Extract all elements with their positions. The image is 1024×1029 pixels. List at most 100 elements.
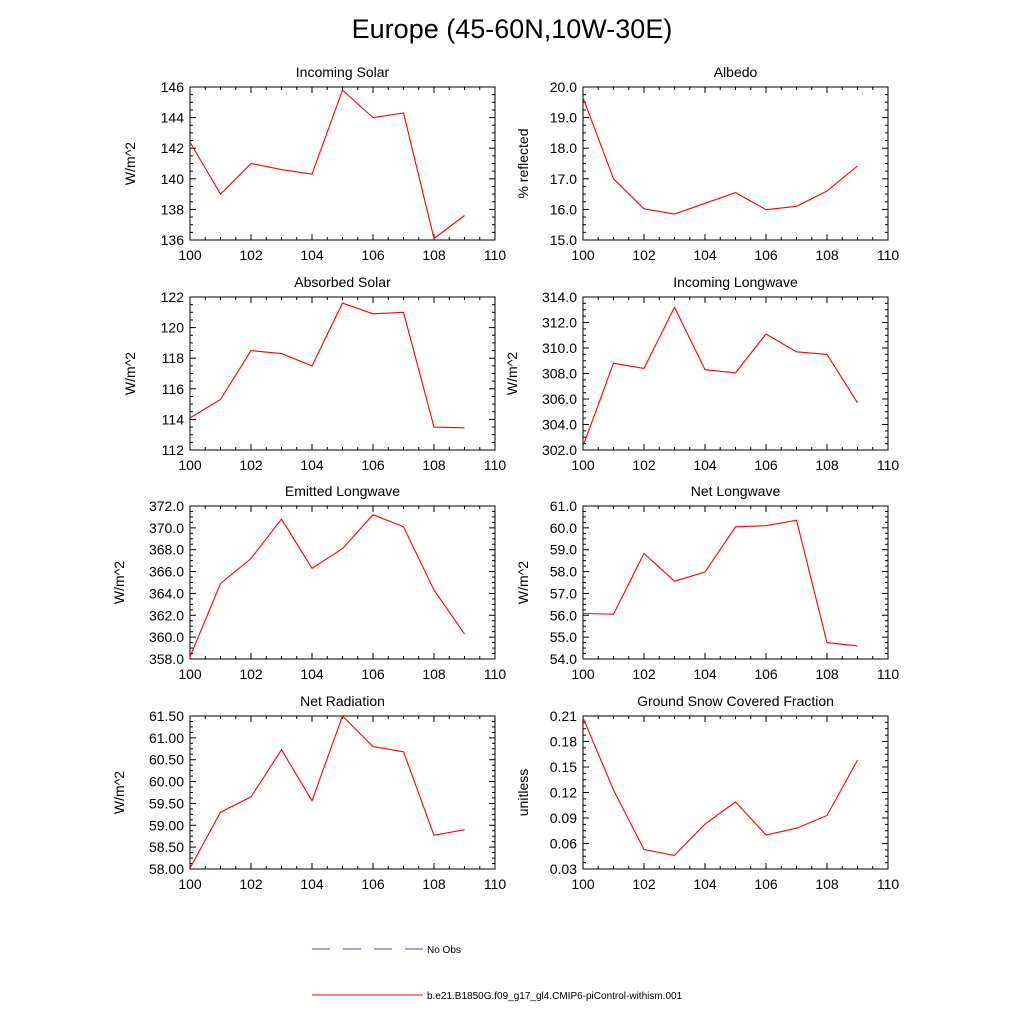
y-axis-label: W/m^2 bbox=[515, 561, 531, 604]
x-tick-label: 102 bbox=[239, 457, 263, 473]
y-axis-label: W/m^2 bbox=[504, 352, 520, 395]
y-tick-label: 0.21 bbox=[550, 708, 577, 724]
x-tick-label: 104 bbox=[693, 247, 717, 263]
panel-7: Net Radiation 100 102 104 106 108 110 58.00 58.5… bbox=[111, 693, 506, 892]
x-tick-label: 108 bbox=[422, 457, 446, 473]
y-tick-label: 54.0 bbox=[550, 651, 577, 667]
panel-2: Albedo 100 102 104 106 108 110 15.0 16.0 17.0 18.0… bbox=[515, 64, 899, 263]
y-tick-label: 142 bbox=[161, 140, 185, 156]
y-tick-label: 120 bbox=[161, 320, 185, 336]
panel-title: Absorbed Solar bbox=[294, 274, 391, 290]
x-tick-label: 100 bbox=[571, 876, 595, 892]
x-tick-label: 110 bbox=[484, 457, 507, 473]
y-tick-label: 60.00 bbox=[149, 774, 184, 790]
x-tick-label: 104 bbox=[693, 666, 717, 682]
x-tick-label: 106 bbox=[754, 457, 778, 473]
x-tick-label: 110 bbox=[877, 457, 900, 473]
x-tick-label: 106 bbox=[754, 666, 778, 682]
panel-title: Incoming Solar bbox=[296, 64, 390, 80]
x-tick-label: 106 bbox=[361, 457, 385, 473]
series-line bbox=[189, 714, 465, 869]
y-tick-label: 57.0 bbox=[550, 585, 577, 601]
y-tick-label: 61.50 bbox=[149, 708, 184, 724]
series-line bbox=[189, 302, 465, 429]
x-tick-label: 104 bbox=[693, 876, 717, 892]
x-tick-label: 106 bbox=[361, 247, 385, 263]
panel-6: Net Longwave 100 102 104 106 108 110 54.0 55.0 56… bbox=[515, 483, 899, 682]
y-tick-label: 59.00 bbox=[149, 817, 184, 833]
y-axis-label: W/m^2 bbox=[111, 771, 127, 814]
x-tick-label: 108 bbox=[815, 457, 839, 473]
y-tick-label: 138 bbox=[161, 201, 185, 217]
x-tick-label: 100 bbox=[178, 247, 202, 263]
x-tick-label: 104 bbox=[300, 666, 324, 682]
x-tick-label: 104 bbox=[300, 457, 324, 473]
x-tick-label: 108 bbox=[815, 876, 839, 892]
y-axis-label: W/m^2 bbox=[122, 142, 138, 185]
y-tick-label: 366.0 bbox=[149, 564, 184, 580]
y-tick-label: 306.0 bbox=[542, 391, 577, 407]
y-tick-label: 122 bbox=[161, 289, 185, 305]
figure-title: Europe (45-60N,10W-30E) bbox=[351, 14, 673, 44]
x-tick-label: 102 bbox=[632, 876, 656, 892]
x-tick-label: 106 bbox=[754, 247, 778, 263]
y-tick-label: 56.0 bbox=[550, 607, 577, 623]
y-axis-label: W/m^2 bbox=[111, 561, 127, 604]
y-axis-label: % reflected bbox=[515, 128, 531, 198]
y-tick-label: 362.0 bbox=[149, 607, 184, 623]
x-tick-label: 106 bbox=[361, 666, 385, 682]
y-tick-label: 18.0 bbox=[550, 140, 577, 156]
y-tick-label: 364.0 bbox=[149, 585, 184, 601]
y-axis-label: W/m^2 bbox=[122, 352, 138, 395]
y-tick-label: 16.0 bbox=[550, 201, 577, 217]
x-tick-label: 110 bbox=[484, 666, 507, 682]
y-tick-label: 55.0 bbox=[550, 629, 577, 645]
plot-frame bbox=[582, 296, 889, 451]
y-tick-label: 112 bbox=[162, 442, 185, 458]
x-tick-label: 100 bbox=[178, 457, 202, 473]
x-tick-label: 110 bbox=[877, 247, 900, 263]
y-tick-label: 0.18 bbox=[550, 734, 577, 750]
y-tick-label: 304.0 bbox=[542, 417, 577, 433]
x-tick-label: 100 bbox=[571, 457, 595, 473]
plot-frame bbox=[582, 505, 889, 660]
y-tick-label: 58.00 bbox=[149, 861, 184, 877]
legend: No Obs b.e21.B1850G.f09_g17_gl4.CMIP6-piC… bbox=[312, 945, 683, 1002]
y-tick-label: 0.06 bbox=[550, 836, 577, 852]
x-tick-label: 108 bbox=[422, 876, 446, 892]
plot-frame bbox=[189, 86, 496, 241]
x-tick-label: 110 bbox=[484, 247, 507, 263]
y-tick-label: 59.0 bbox=[550, 542, 577, 558]
y-tick-label: 58.50 bbox=[149, 839, 184, 855]
plot-frame bbox=[582, 715, 889, 870]
x-tick-label: 100 bbox=[178, 876, 202, 892]
panel-title: Net Longwave bbox=[691, 483, 781, 499]
panel-3: Absorbed Solar 100 102 104 106 108 110 112 114 11… bbox=[122, 274, 506, 473]
y-tick-label: 61.00 bbox=[149, 730, 184, 746]
x-tick-label: 102 bbox=[239, 247, 263, 263]
x-tick-label: 104 bbox=[300, 876, 324, 892]
panel-1: Incoming Solar 100 102 104 106 108 110 136 138 14… bbox=[122, 64, 506, 263]
y-tick-label: 17.0 bbox=[550, 171, 577, 187]
x-tick-label: 108 bbox=[815, 666, 839, 682]
y-tick-label: 0.12 bbox=[550, 785, 577, 801]
y-tick-label: 136 bbox=[161, 232, 185, 248]
y-tick-label: 372.0 bbox=[149, 498, 184, 514]
x-tick-label: 110 bbox=[484, 876, 507, 892]
x-tick-label: 100 bbox=[571, 247, 595, 263]
x-tick-label: 102 bbox=[239, 876, 263, 892]
series-line bbox=[189, 514, 465, 658]
y-tick-label: 312.0 bbox=[542, 315, 577, 331]
legend-label-model: b.e21.B1850G.f09_g17_gl4.CMIP6-piControl… bbox=[427, 991, 683, 1002]
plot-frame bbox=[189, 505, 496, 660]
y-tick-label: 116 bbox=[162, 381, 185, 397]
x-tick-label: 106 bbox=[754, 876, 778, 892]
y-tick-label: 60.0 bbox=[550, 520, 577, 536]
x-tick-label: 100 bbox=[571, 666, 595, 682]
y-tick-label: 59.50 bbox=[149, 795, 184, 811]
panel-title: Albedo bbox=[714, 64, 758, 80]
x-tick-label: 108 bbox=[422, 247, 446, 263]
y-tick-label: 140 bbox=[161, 171, 185, 187]
series-line bbox=[582, 717, 858, 856]
x-tick-label: 110 bbox=[877, 666, 900, 682]
